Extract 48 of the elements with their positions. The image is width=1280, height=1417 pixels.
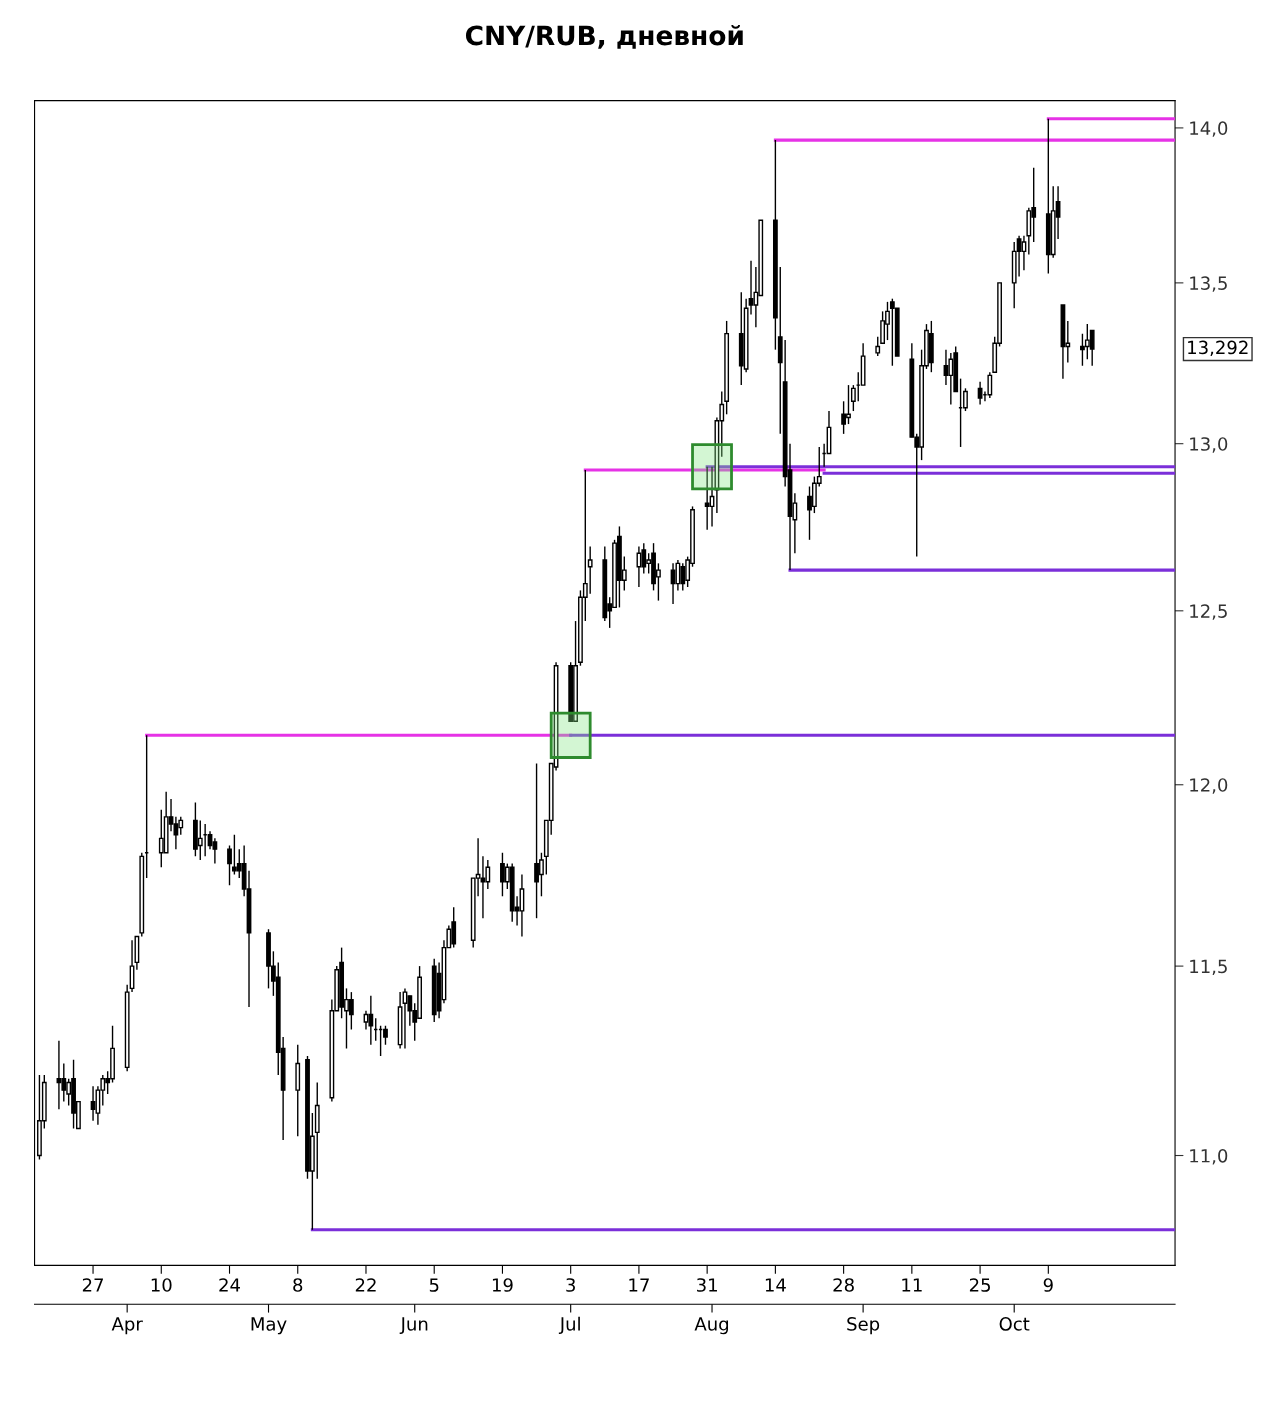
y-tick-label: 12,0 — [1190, 778, 1228, 794]
candlestick — [368, 995, 374, 1046]
x2-tick-label: May — [251, 1317, 287, 1335]
candlestick — [197, 819, 203, 861]
x-tick-label: 25 — [969, 1278, 990, 1292]
candlestick — [680, 562, 686, 592]
x2-tick-label: Sep — [847, 1317, 880, 1335]
candlestick — [948, 352, 954, 406]
x-tick-label: 5 — [429, 1278, 439, 1292]
candlestick — [875, 336, 881, 357]
candlestick — [704, 466, 710, 531]
y-tick-label: 14,0 — [1190, 121, 1228, 137]
y-tick-label: 11,5 — [1190, 959, 1227, 976]
candlestick — [383, 1025, 388, 1046]
candlestick — [841, 400, 847, 435]
x2-tick-label: Oct — [999, 1317, 1030, 1331]
x-tick-label: 17 — [629, 1278, 649, 1292]
x-tick-label: 3 — [566, 1278, 575, 1292]
x-tick-label: 22 — [355, 1278, 376, 1292]
chart-title: CNY/RUB, дневной — [465, 24, 743, 49]
x-tick-label: 11 — [902, 1278, 922, 1292]
text: 13,292 — [1188, 340, 1248, 357]
x-tick-label: 24 — [219, 1278, 240, 1292]
x-tick-label: 14 — [765, 1278, 786, 1292]
y-tick-label: 12,5 — [1190, 604, 1227, 620]
x-tick-label: 31 — [697, 1278, 717, 1292]
x-tick-label: 10 — [151, 1278, 172, 1292]
candlestick — [348, 991, 354, 1031]
x-tick-label: 9 — [1043, 1278, 1053, 1292]
candlestick — [587, 545, 593, 595]
x-tick-label: 27 — [82, 1278, 103, 1292]
x-tick-label: 28 — [833, 1278, 854, 1292]
y-tick-label: 11,0 — [1190, 1148, 1228, 1165]
y-tick-label: 13,5 — [1190, 276, 1227, 292]
candlestick — [227, 844, 232, 887]
x2-tick-label: Jun — [399, 1317, 428, 1335]
x-tick-label: 19 — [492, 1278, 513, 1292]
candlestick — [1089, 329, 1095, 367]
candlestick — [480, 855, 486, 919]
y-tick-label: 13,0 — [1190, 437, 1228, 453]
candlestick — [963, 387, 968, 412]
x2-tick-label: Aug — [694, 1317, 729, 1335]
x-tick-label: 8 — [293, 1278, 303, 1292]
x2-tick-label: Apr — [111, 1317, 143, 1335]
x2-tick-label: Jul — [558, 1316, 580, 1335]
candlestick — [850, 384, 856, 412]
candlestick — [880, 310, 886, 344]
candlestick — [402, 987, 408, 1050]
